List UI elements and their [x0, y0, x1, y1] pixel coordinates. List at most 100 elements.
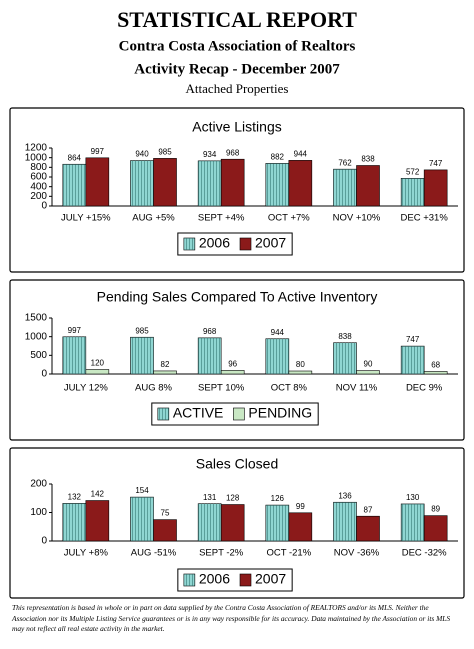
value-label: 89 — [431, 505, 440, 514]
legend-hatch — [183, 238, 195, 250]
value-label: 997 — [68, 326, 82, 335]
bar-hatch — [62, 164, 86, 206]
value-label: 934 — [203, 150, 217, 159]
bar — [220, 370, 245, 375]
value-label: 944 — [271, 328, 285, 337]
x-tick-label: AUG 8% — [135, 383, 173, 394]
disclaimer: This representation is based in whole or… — [12, 603, 451, 633]
value-label: 128 — [226, 494, 240, 503]
value-label: 838 — [361, 155, 375, 164]
bar-hatch — [198, 160, 222, 206]
chart-title: Pending Sales Compared To Active Invento… — [97, 289, 378, 305]
value-label: 882 — [271, 152, 285, 161]
y-tick-label: 200 — [30, 479, 47, 490]
x-tick-label: DEC 9% — [406, 383, 443, 394]
chart-title: Active Listings — [192, 119, 281, 135]
x-tick-label: OCT 8% — [271, 383, 308, 394]
value-label: 87 — [364, 505, 373, 514]
value-label: 142 — [91, 490, 105, 499]
x-tick-label: SEPT -2% — [199, 548, 244, 559]
value-label: 572 — [406, 167, 420, 176]
legend-label: 2006 — [199, 235, 230, 251]
bar-hatch — [333, 502, 357, 541]
value-label: 68 — [431, 361, 440, 370]
legend-label: PENDING — [248, 405, 312, 421]
y-tick-label: 1000 — [25, 331, 48, 342]
bar-hatch — [265, 505, 289, 541]
legend-hatch — [183, 574, 195, 586]
y-tick-label: 1000 — [25, 152, 48, 163]
value-label: 762 — [338, 158, 352, 167]
x-tick-label: DEC -32% — [402, 548, 447, 559]
bar-hatch — [401, 178, 425, 206]
bar — [85, 369, 110, 375]
bar-hatch — [198, 337, 222, 374]
bar-hatch — [265, 338, 289, 374]
bar-hatch — [130, 497, 154, 541]
x-tick-label: JULY +15% — [61, 213, 111, 224]
chart-frame — [9, 447, 465, 599]
bar — [356, 165, 380, 207]
x-tick-label: NOV 11% — [336, 383, 378, 394]
value-label: 154 — [135, 486, 149, 495]
legend-label: 2007 — [255, 571, 286, 587]
x-tick-label: SEPT 10% — [198, 383, 245, 394]
value-label: 82 — [161, 360, 170, 369]
value-label: 968 — [203, 327, 217, 336]
value-label: 120 — [91, 359, 105, 368]
subtitle: Attached Properties — [186, 81, 289, 96]
x-tick-label: JULY 12% — [64, 383, 109, 394]
legend-frame — [177, 232, 293, 256]
bar-hatch — [265, 163, 289, 206]
y-tick-label: 500 — [30, 350, 47, 361]
legend-frame — [177, 568, 293, 592]
report: STATISTICAL REPORT Contra Costa Associat… — [9, 7, 465, 599]
bar-hatch — [401, 503, 425, 541]
value-label: 131 — [203, 493, 217, 502]
value-label: 96 — [228, 360, 237, 369]
subtitle: Contra Costa Association of Realtors — [119, 38, 356, 54]
value-label: 136 — [338, 491, 352, 500]
bar — [423, 169, 448, 207]
y-tick-label: 1200 — [25, 143, 48, 154]
x-tick-label: SEPT +4% — [198, 213, 245, 224]
legend-swatch — [233, 407, 245, 421]
legend-frame — [151, 402, 319, 426]
value-label: 985 — [158, 148, 172, 157]
chart-frame — [9, 107, 465, 273]
value-label: 99 — [296, 502, 305, 511]
x-tick-label: AUG +5% — [132, 213, 175, 224]
bar — [85, 500, 110, 542]
bar — [153, 519, 177, 542]
legend-hatch — [157, 408, 169, 420]
bar — [423, 371, 448, 375]
x-tick-label: AUG -51% — [131, 548, 177, 559]
chart-frame — [9, 279, 465, 441]
value-label: 968 — [226, 148, 240, 157]
x-tick-label: JULY +8% — [64, 548, 109, 559]
chart-title: Sales Closed — [196, 456, 279, 472]
y-tick-label: 0 — [41, 201, 47, 212]
x-tick-label: OCT +7% — [268, 213, 310, 224]
legend-label: 2006 — [199, 571, 230, 587]
value-label: 944 — [294, 149, 308, 158]
value-label: 838 — [338, 332, 352, 341]
x-tick-label: OCT -21% — [266, 548, 311, 559]
legend-swatch — [239, 237, 252, 251]
report-title: STATISTICAL REPORT — [117, 7, 357, 32]
y-tick-label: 0 — [41, 536, 47, 547]
bar — [356, 515, 380, 542]
bar — [288, 370, 313, 375]
legend-label: ACTIVE — [173, 405, 224, 421]
value-label: 130 — [406, 493, 420, 502]
value-label: 747 — [406, 335, 420, 344]
bar — [153, 370, 177, 375]
value-label: 75 — [161, 509, 170, 518]
value-label: 940 — [135, 150, 149, 159]
legend-label: 2007 — [255, 235, 286, 251]
value-label: 747 — [429, 159, 443, 168]
x-tick-label: DEC +31% — [401, 213, 449, 224]
bar — [153, 158, 177, 207]
bar-hatch — [62, 503, 86, 541]
